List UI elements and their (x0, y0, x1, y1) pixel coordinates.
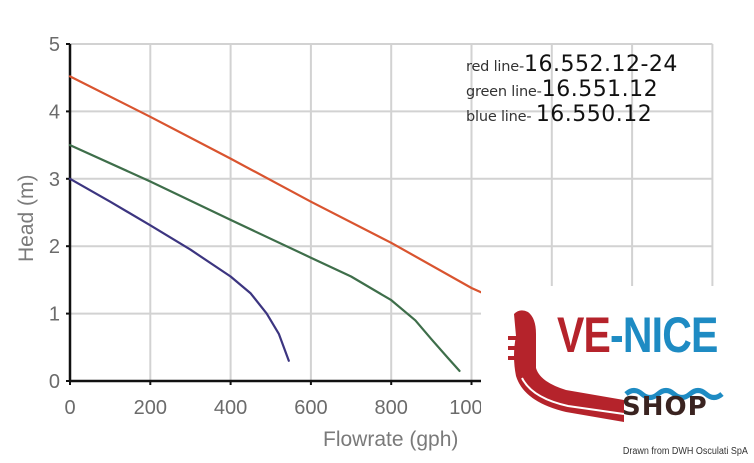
legend-code: 16.550.12 (535, 102, 653, 127)
legend-code: 16.552.12-24 (523, 52, 678, 77)
y-tick-label: 3 (49, 169, 60, 191)
legend-label: blue line- (466, 109, 532, 125)
x-axis-title: Flowrate (gph) (323, 428, 458, 451)
legend-label: red line- (466, 59, 524, 75)
y-axis-title: Head (m) (15, 174, 38, 262)
y-tick-label: 5 (49, 34, 60, 56)
logo-nice: -NICE (610, 307, 718, 363)
credit-text: Drawn from DWH Osculati SpA (622, 446, 748, 457)
series-lines (68, 75, 485, 372)
x-tick-label: 400 (214, 397, 247, 419)
series-line-green-line (68, 144, 461, 372)
logo-shop: SHOP (622, 392, 708, 422)
x-tick-label: 0 (64, 397, 75, 419)
x-tick-label: 600 (294, 397, 327, 419)
gondola-icon (508, 310, 724, 422)
legend: red line-16.552.12-24 green line-16.551.… (466, 52, 678, 127)
x-tick-label: 200 (134, 397, 167, 419)
legend-label: green line- (466, 84, 542, 100)
y-tick-label: 1 (49, 304, 60, 326)
y-tick-label: 0 (49, 371, 60, 393)
legend-code: 16.551.12 (541, 77, 659, 102)
series-line-red-line (68, 75, 485, 295)
series-line-blue-line (68, 177, 290, 362)
legend-item-green: green line-16.551.12 (466, 77, 678, 102)
axes (66, 43, 484, 385)
legend-item-blue: blue line- 16.550.12 (466, 102, 678, 127)
logo-ve: VE (557, 307, 611, 363)
y-tick-label: 4 (49, 101, 60, 123)
y-tick-label: 2 (49, 236, 60, 258)
logo-wordmark: VE-NICE (557, 306, 718, 364)
legend-item-red: red line-16.552.12-24 (466, 52, 678, 77)
x-tick-label: 800 (375, 397, 408, 419)
